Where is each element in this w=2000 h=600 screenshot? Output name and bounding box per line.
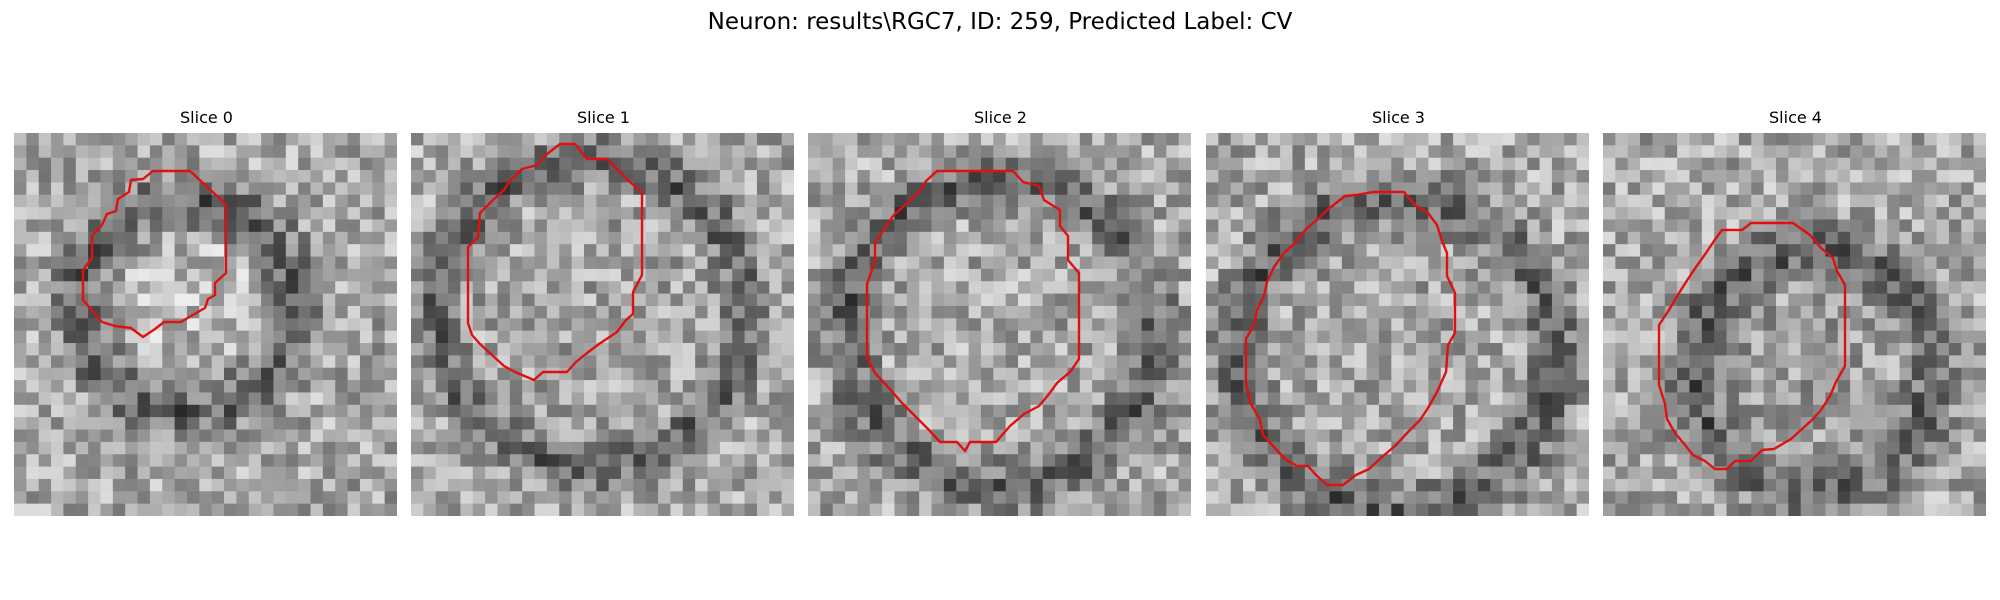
segmentation-contour [466, 142, 644, 382]
panel-slice-4: Slice 4 [1603, 106, 1988, 516]
panel-title: Slice 1 [577, 108, 630, 127]
panel-title: Slice 0 [180, 108, 233, 127]
segmentation-contour [865, 169, 1081, 453]
figure-title: Neuron: results\RGC7, ID: 259, Predicted… [707, 9, 1293, 35]
segmentation-contour [81, 169, 228, 339]
panel-slice-3: Slice 3 [1206, 106, 1591, 516]
panel-title: Slice 2 [974, 108, 1027, 127]
panel-title: Slice 3 [1372, 108, 1425, 127]
segmentation-contour [1657, 221, 1847, 471]
panel-slice-1: Slice 1 [411, 106, 796, 516]
slice-image [411, 133, 794, 516]
slice-image [1206, 133, 1589, 516]
slice-image [1603, 133, 1986, 516]
slice-image [14, 133, 397, 516]
segmentation-contour [1244, 190, 1457, 487]
panel-title: Slice 4 [1769, 108, 1822, 127]
panel-slice-2: Slice 2 [808, 106, 1193, 516]
panel-slice-0: Slice 0 [14, 106, 399, 516]
slice-image [808, 133, 1191, 516]
